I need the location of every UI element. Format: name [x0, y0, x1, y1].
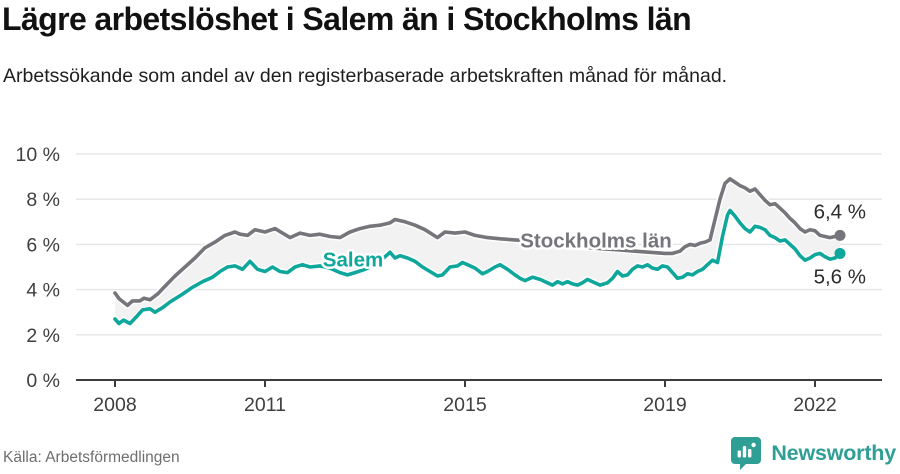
chart-canvas: 2008 2011 2015 2019 2022 0 % 2 % 4 % 6 % 8 % 10 % 6… — [16, 144, 882, 416]
series-gap-band — [115, 178, 840, 324]
x-tick-label: 2019 — [643, 394, 686, 416]
chart-subtitle: Arbetssökande som andel av den registerb… — [3, 65, 728, 87]
x-tick-label: 2008 — [93, 394, 136, 416]
y-tick-label: 8 % — [26, 189, 60, 211]
y-tick-label: 4 % — [26, 280, 60, 302]
source-note: Källa: Arbetsförmedlingen — [3, 449, 180, 466]
y-tick-label: 0 % — [26, 370, 60, 392]
end-dot-salem — [834, 247, 846, 259]
x-tick-label: 2015 — [443, 394, 487, 416]
series-line-salem — [113, 208, 842, 326]
series-line-stockholms-lan — [113, 177, 842, 308]
series-label-salem: Salem — [323, 249, 383, 272]
newsworthy-logo: Newsworthy — [729, 436, 896, 470]
y-tick-label: 10 % — [16, 144, 60, 166]
y-tick-label: 2 % — [26, 325, 60, 347]
page-title: Lägre arbetslöshet i Salem än i Stockhol… — [2, 1, 692, 37]
line-chart: 2008 2011 2015 2019 2022 0 % 2 % 4 % 6 % 8 % 10 % 6… — [0, 135, 900, 435]
x-tick-label: 2022 — [793, 394, 836, 416]
footer: Källa: Arbetsförmedlingen Newsworthy — [3, 436, 896, 470]
x-tick-label: 2011 — [244, 394, 286, 416]
series-label-stockholms-lan: Stockholms län — [520, 230, 672, 253]
newsworthy-wordmark: Newsworthy — [771, 440, 896, 465]
newsworthy-icon — [731, 437, 762, 470]
end-value-label-stockholms-lan: 6,4 % — [814, 200, 866, 223]
series-halo-salem — [111, 207, 844, 327]
y-tick-label: 6 % — [26, 234, 60, 256]
end-dot-stockholms-lan — [834, 229, 846, 241]
end-value-label-salem: 5,6 % — [814, 265, 866, 288]
